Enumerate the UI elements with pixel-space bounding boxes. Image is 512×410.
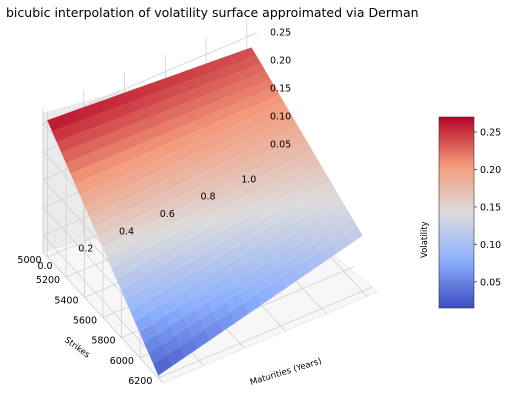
z-tick-label: 0.05 <box>270 139 291 150</box>
x-tick-label: 0.0 <box>37 261 52 272</box>
colorbar-tick-label: 0.15 <box>480 202 501 213</box>
y-tick-label: 5400 <box>54 295 78 306</box>
x-tick-label: 0.2 <box>78 244 93 255</box>
y-tick-label: 6000 <box>110 356 134 367</box>
volatility-surface <box>47 47 363 376</box>
x-tick-label: 1.0 <box>241 174 256 185</box>
y-tick-label: 5200 <box>36 275 60 286</box>
colorbar-tick-label: 0.20 <box>480 165 501 176</box>
x-axis-label: Maturities (Years) <box>249 357 323 388</box>
y-tick-label: 5600 <box>73 316 97 327</box>
z-tick-label: 0.25 <box>270 28 291 39</box>
z-tick-label: 0.10 <box>270 111 291 122</box>
y-tick-label: 5000 <box>17 255 41 266</box>
y-axis-label: Strikes <box>62 335 92 360</box>
colorbar-tick-label: 0.25 <box>480 128 501 139</box>
z-axis-label: Volatility <box>420 221 430 258</box>
x-tick-label: 0.8 <box>200 192 215 203</box>
chart-title: bicubic interpolation of volatility surf… <box>6 5 419 20</box>
surface-facet <box>153 355 172 376</box>
colorbar-tick-label: 0.05 <box>480 277 501 288</box>
y-tick-label: 5800 <box>91 336 115 347</box>
colorbar-tick-label: 0.10 <box>480 240 501 251</box>
axis-ticks: 0.0 0.2 0.4 0.6 0.8 1.0 5000 5200 5400 5600 5800 60… <box>17 28 291 387</box>
colorbar-ticks: 0.05 0.10 0.15 0.20 0.25 <box>474 128 501 288</box>
z-tick-label: 0.15 <box>270 84 291 95</box>
z-tick-label: 0.20 <box>270 56 291 67</box>
y-tick-label: 6200 <box>128 376 152 387</box>
x-tick-label: 0.4 <box>119 226 134 237</box>
x-tick-label: 0.6 <box>160 209 175 220</box>
colorbar <box>438 116 475 309</box>
